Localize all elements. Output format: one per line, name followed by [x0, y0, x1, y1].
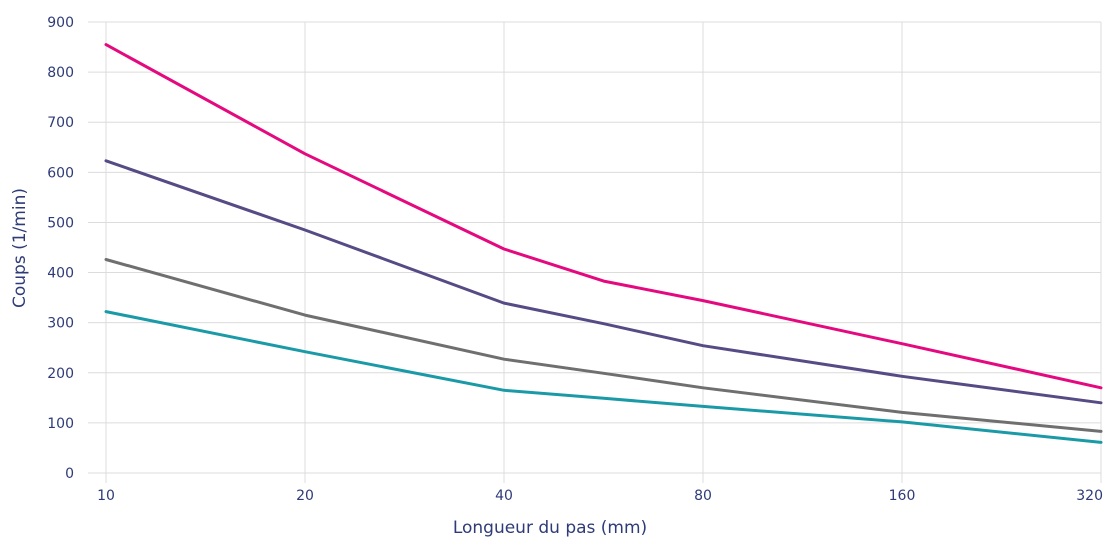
series-group — [104, 43, 1103, 444]
x-axis-ticks: 10 20 40 80 160 320 — [97, 488, 1103, 504]
grid — [88, 21, 1102, 483]
y-tick-label: 300 — [47, 316, 74, 332]
y-axis-title: Coups (1/min) — [10, 188, 30, 308]
series-line-4 — [104, 310, 1103, 444]
x-tick-label: 320 — [1076, 488, 1103, 504]
x-axis-title: Longueur du pas (mm) — [453, 518, 647, 538]
x-tick-label: 80 — [694, 488, 712, 504]
y-tick-label: 900 — [47, 15, 74, 31]
series-line-1 — [104, 43, 1103, 390]
y-tick-label: 400 — [47, 266, 74, 282]
series-line-2 — [104, 159, 1103, 405]
y-tick-label: 100 — [47, 416, 74, 432]
series-line-3 — [104, 258, 1103, 433]
y-tick-label: 800 — [47, 65, 74, 81]
y-tick-label: 700 — [47, 115, 74, 131]
y-tick-label: 0 — [65, 466, 74, 482]
x-tick-label: 40 — [495, 488, 513, 504]
x-tick-label: 20 — [296, 488, 314, 504]
x-tick-label: 10 — [97, 488, 115, 504]
y-tick-label: 600 — [47, 165, 74, 181]
x-tick-label: 160 — [889, 488, 916, 504]
y-tick-label: 200 — [47, 366, 74, 382]
y-axis-ticks: 0 100 200 300 400 500 600 700 800 900 — [47, 15, 74, 482]
y-tick-label: 500 — [47, 215, 74, 231]
